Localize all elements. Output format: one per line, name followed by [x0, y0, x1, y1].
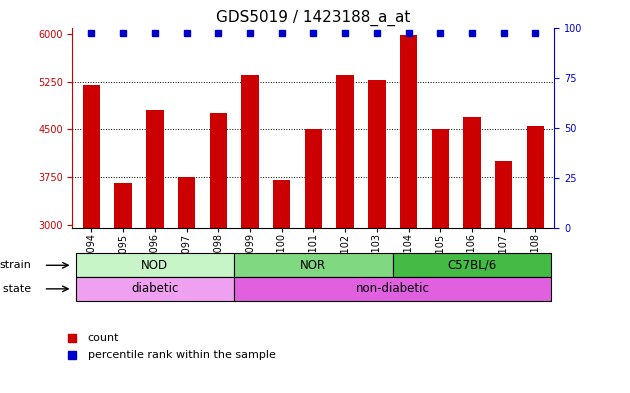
Bar: [392, 253, 551, 277]
Text: diabetic: diabetic: [131, 282, 178, 296]
Text: NOD: NOD: [141, 259, 168, 272]
Bar: [146, 110, 164, 393]
Bar: [527, 126, 544, 393]
Text: non-diabetic: non-diabetic: [356, 282, 430, 296]
Bar: [210, 114, 227, 393]
Bar: [368, 80, 386, 393]
Bar: [273, 180, 290, 393]
Text: C57BL/6: C57BL/6: [447, 259, 496, 272]
Bar: [83, 85, 100, 393]
Text: strain: strain: [0, 260, 32, 270]
Bar: [234, 277, 551, 301]
Bar: [463, 117, 481, 393]
Text: NOR: NOR: [301, 259, 326, 272]
Text: percentile rank within the sample: percentile rank within the sample: [88, 350, 275, 360]
Text: disease state: disease state: [0, 284, 32, 294]
Bar: [432, 129, 449, 393]
Title: GDS5019 / 1423188_a_at: GDS5019 / 1423188_a_at: [216, 10, 411, 26]
Bar: [76, 253, 234, 277]
Bar: [495, 161, 512, 393]
Text: count: count: [88, 333, 119, 343]
Bar: [178, 177, 195, 393]
Bar: [115, 184, 132, 393]
Bar: [241, 75, 259, 393]
Bar: [305, 129, 322, 393]
Bar: [400, 35, 417, 393]
Bar: [234, 253, 392, 277]
Bar: [336, 75, 354, 393]
Bar: [76, 277, 234, 301]
